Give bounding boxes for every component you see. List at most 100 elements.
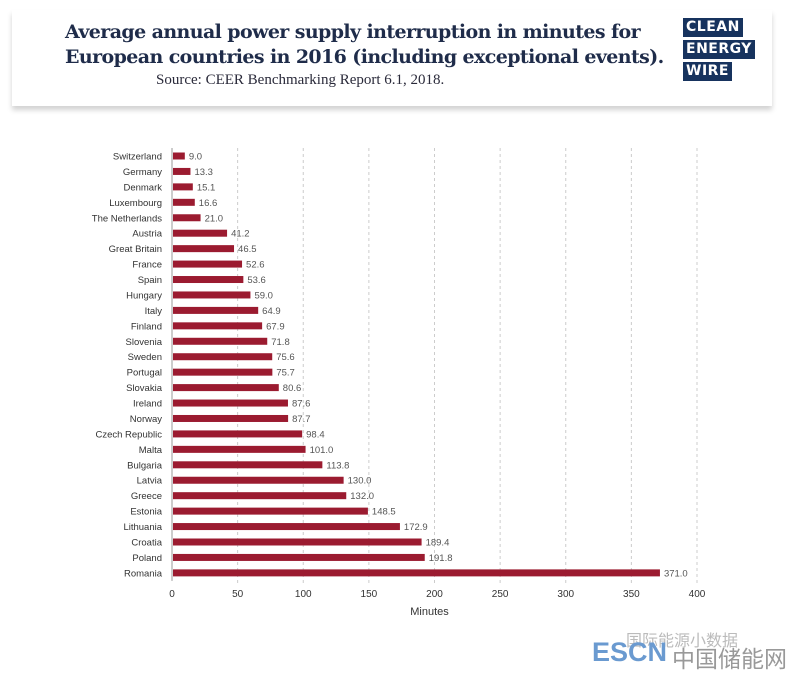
y-category-label: Austria xyxy=(132,229,162,240)
y-category-label: Czech Republic xyxy=(95,429,162,440)
bar-estonia xyxy=(173,507,368,515)
header-panel xyxy=(12,10,772,106)
logo-line: CLEAN xyxy=(683,18,743,37)
y-category-label: Luxembourg xyxy=(109,198,162,209)
y-category-label: Germany xyxy=(123,167,162,178)
bar-slovakia xyxy=(173,384,279,392)
y-category-label: Estonia xyxy=(130,507,162,518)
bar-croatia xyxy=(173,538,422,546)
y-category-label: Ireland xyxy=(133,399,162,410)
bar-spain xyxy=(173,276,244,284)
bar-malta xyxy=(173,445,306,453)
x-tick-label: 0 xyxy=(169,589,175,600)
y-category-label: Lithuania xyxy=(123,522,162,533)
y-category-label: The Netherlands xyxy=(92,213,162,224)
bar-hungary xyxy=(173,291,251,299)
data-label: 53.6 xyxy=(247,275,266,286)
data-label: 59.0 xyxy=(254,290,273,301)
x-tick-label: 200 xyxy=(426,589,443,600)
y-category-label: Great Britain xyxy=(109,244,162,255)
bar-italy xyxy=(173,306,259,314)
data-label: 16.6 xyxy=(199,198,218,209)
y-category-label: Greece xyxy=(131,491,162,502)
x-tick-label: 400 xyxy=(689,589,706,600)
y-category-label: Switzerland xyxy=(113,152,162,163)
y-category-label: Bulgaria xyxy=(127,460,163,471)
bar-greece xyxy=(173,492,347,500)
data-label: 75.7 xyxy=(276,368,295,379)
data-label: 130.0 xyxy=(348,476,372,487)
data-label: 52.6 xyxy=(246,260,265,271)
data-label: 101.0 xyxy=(310,445,334,456)
data-label: 67.9 xyxy=(266,321,285,332)
watermark-brand: ESCN xyxy=(592,637,668,667)
bar-czech-republic xyxy=(173,430,303,438)
bar-denmark xyxy=(173,183,193,191)
x-tick-label: 150 xyxy=(361,589,378,600)
y-category-label: Italy xyxy=(145,306,163,317)
bar-switzerland xyxy=(173,152,185,160)
x-tick-label: 350 xyxy=(623,589,640,600)
x-tick-label: 50 xyxy=(232,589,244,600)
x-tick-label: 250 xyxy=(492,589,509,600)
data-label: 148.5 xyxy=(372,507,396,518)
data-label: 13.3 xyxy=(194,167,213,178)
y-category-label: France xyxy=(132,260,162,271)
data-label: 189.4 xyxy=(426,538,450,549)
bar-great-britain xyxy=(173,245,235,253)
data-label: 87.6 xyxy=(292,399,311,410)
bar-ireland xyxy=(173,399,288,407)
bar-france xyxy=(173,260,243,268)
bar-luxembourg xyxy=(173,198,195,206)
data-label: 80.6 xyxy=(283,383,302,394)
y-category-label: Portugal xyxy=(127,368,162,379)
bar-bulgaria xyxy=(173,461,323,469)
y-category-label: Hungary xyxy=(126,290,162,301)
watermark-brand-cn: 中国储能网 xyxy=(672,646,787,672)
data-label: 15.1 xyxy=(197,182,216,193)
data-label: 64.9 xyxy=(262,306,281,317)
y-category-label: Malta xyxy=(139,445,163,456)
bar-lithuania xyxy=(173,523,400,531)
y-category-label: Slovakia xyxy=(126,383,163,394)
chart-source: Source: CEER Benchmarking Report 6.1, 20… xyxy=(156,72,445,88)
data-label: 87.7 xyxy=(292,414,311,425)
bar-norway xyxy=(173,414,289,422)
data-label: 9.0 xyxy=(189,152,202,163)
bar-romania xyxy=(173,569,660,577)
data-label: 371.0 xyxy=(664,568,688,579)
y-category-label: Norway xyxy=(130,414,162,425)
title-line-1: Average annual power supply interruption… xyxy=(65,21,641,43)
y-category-label: Spain xyxy=(138,275,162,286)
bar-germany xyxy=(173,167,191,175)
title-line-2: European countries in 2016 (including ex… xyxy=(65,46,664,68)
logo-line: WIRE xyxy=(683,62,732,81)
data-label: 98.4 xyxy=(306,429,325,440)
x-axis-title: Minutes xyxy=(410,606,449,618)
x-tick-label: 100 xyxy=(295,589,312,600)
y-category-label: Denmark xyxy=(123,182,162,193)
clean-energy-wire-logo: CLEAN ENERGY WIRE xyxy=(683,18,755,84)
bar-poland xyxy=(173,553,425,561)
data-label: 172.9 xyxy=(404,522,428,533)
data-label: 71.8 xyxy=(271,337,290,348)
y-category-label: Croatia xyxy=(131,538,162,549)
bar-finland xyxy=(173,322,263,330)
data-label: 113.8 xyxy=(326,460,349,471)
y-category-label: Slovenia xyxy=(126,337,163,348)
x-tick-label: 300 xyxy=(557,589,574,600)
bar-sweden xyxy=(173,353,273,361)
y-category-label: Sweden xyxy=(128,352,162,363)
data-label: 191.8 xyxy=(429,553,453,564)
chart-title: Average annual power supply interruption… xyxy=(65,20,664,70)
y-category-label: Latvia xyxy=(137,476,163,487)
y-category-label: Finland xyxy=(131,321,162,332)
bar-the-netherlands xyxy=(173,214,201,222)
y-category-label: Poland xyxy=(132,553,162,564)
data-label: 21.0 xyxy=(205,213,224,224)
data-label: 75.6 xyxy=(276,352,295,363)
logo-line: ENERGY xyxy=(683,40,755,59)
watermark-text: 国际能源小数据 xyxy=(626,633,739,650)
bar-slovenia xyxy=(173,337,268,345)
